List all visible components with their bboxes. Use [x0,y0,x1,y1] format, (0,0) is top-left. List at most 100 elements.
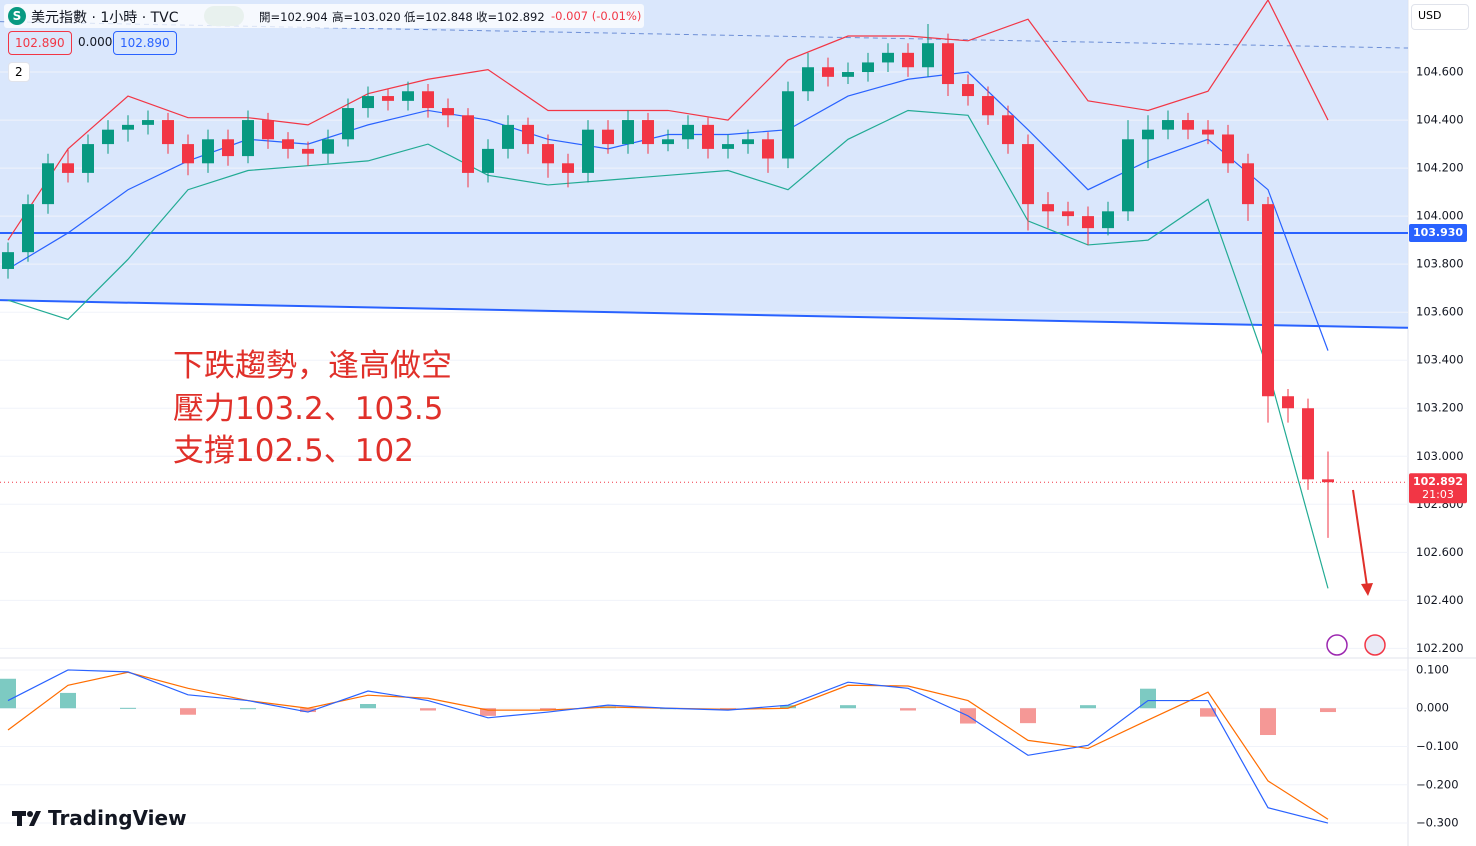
zone-fill [0,0,1408,328]
candle-body [1042,204,1054,212]
candle-body [662,139,674,145]
candle-body [722,144,734,149]
histogram-bar [180,708,196,715]
histogram-bar [1080,705,1096,709]
sell-price[interactable]: 102.890 [8,31,72,55]
candle-body [942,43,954,85]
candle-body [202,139,214,164]
candle-body [442,108,454,116]
y-tick-label: 104.600 [1416,65,1464,79]
histogram-bar [540,708,556,711]
candle-body [702,124,714,149]
band-upper [7,0,1329,241]
candle-body [782,91,794,159]
candle-body [322,139,334,154]
buy-price[interactable]: 102.890 [113,31,177,55]
annotation-line: 壓力103.2、103.5 [173,391,444,427]
logo-mark [29,811,41,826]
countdown: 21:03 [1422,488,1454,501]
candle-body [1182,120,1194,130]
candle-body [1142,129,1154,140]
candle-body [1022,144,1034,205]
last-price-bg [1409,473,1467,504]
candle-body [902,52,914,68]
candle-body [482,148,494,173]
status-icons[interactable] [204,6,244,26]
flag-icon [1364,634,1386,656]
candle-body [1062,211,1074,217]
candle-body [22,204,34,253]
candle-body [922,43,934,68]
candle-body [162,120,174,145]
y-tick-label: 104.400 [1416,113,1464,127]
y-tick-label: 104.200 [1416,161,1464,175]
candle-body [2,252,14,269]
y-tick-label: 103.200 [1416,401,1464,415]
histogram-bar [480,708,496,716]
y-tick-label: 102.600 [1416,545,1464,559]
event-icon [1326,634,1348,656]
currency-select[interactable]: USD [1411,4,1469,30]
candle-body [1082,216,1094,229]
candle-body [502,124,514,149]
candle-body [262,120,274,140]
ohlc-open: 開=102.904 [259,10,328,24]
candle-body [1302,408,1314,480]
candle-body [742,139,754,145]
trendline [0,299,1409,329]
signal-line [7,671,1329,820]
candle-body [822,67,834,77]
histogram-bar [300,708,316,713]
histogram-bar [720,708,736,710]
histogram-bar [120,707,136,709]
histogram-bar [780,705,796,709]
candle-body [222,139,234,157]
spread: 0.000 [78,35,113,49]
logo-mark [27,811,33,817]
y-tick-label: 102.400 [1416,593,1464,607]
histogram-bar [0,678,16,709]
last-price-label: 102.892 [1413,475,1463,488]
indicator-count: 2 [15,65,23,79]
candle-body [802,67,814,92]
arrow-head [1361,583,1373,596]
candle-body [282,139,294,149]
macd-line [7,669,1329,824]
candle-body [1162,120,1174,130]
symbol-title[interactable]: 美元指數 · 1小時 · TVC [31,10,179,26]
y-tick-label: 102.200 [1416,641,1464,655]
histogram-bar [1320,708,1336,713]
candle-body [522,124,534,145]
candle-body [962,84,974,97]
histogram-bar [1020,708,1036,724]
candle-body [562,163,574,173]
candle-body [1202,129,1214,135]
y-tick-label: −0.200 [1416,777,1459,791]
candle-body [242,120,254,157]
ohlc-close: 收=102.892 [476,10,545,24]
candle-body [982,96,994,116]
symbol-logo: S [8,7,26,25]
plot [0,0,1409,824]
histogram-bar [420,708,436,711]
arrow [1352,489,1368,587]
candle-body [842,72,854,77]
candle-body [342,108,354,140]
y-tick-label: 0.100 [1416,662,1449,676]
candle-body [1102,211,1114,229]
candle-body [1122,139,1134,212]
logo-mark [17,811,22,826]
histogram-bar [60,692,76,709]
candle-body [1322,479,1334,483]
candle-body [302,148,314,154]
candle-body [762,139,774,159]
band-lower [7,109,1329,589]
y-tick-label: −0.100 [1416,739,1459,753]
annotation-line: 支撐102.5、102 [173,433,414,469]
y-tick-label: 103.400 [1416,353,1464,367]
candle-body [1282,396,1294,409]
indicator-toggle[interactable]: 2 [8,62,30,82]
candle-body [1242,163,1254,205]
candle-body [62,163,74,173]
